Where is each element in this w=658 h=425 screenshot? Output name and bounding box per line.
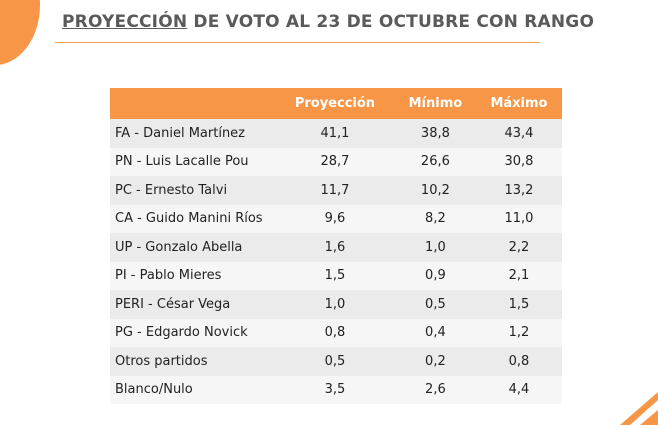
cell: 11,7 [275, 176, 395, 205]
row-label: Otros partidos [110, 347, 275, 376]
row-label: PC - Ernesto Talvi [110, 176, 275, 205]
cell: 0,5 [275, 347, 395, 376]
cell: 4,4 [475, 375, 562, 404]
header-cell: Máximo [475, 88, 562, 119]
cell: 38,8 [394, 119, 476, 148]
row-label: UP - Gonzalo Abella [110, 233, 275, 262]
title: PROYECCIÓN DE VOTO AL 23 DE OCTUBRE CON … [62, 12, 594, 32]
row-label: Blanco/Nulo [110, 375, 275, 404]
row-label: FA - Daniel Martínez [110, 119, 275, 148]
table-row: PERI - César Vega 1,0 0,5 1,5 [110, 290, 562, 319]
decor-circle [0, 0, 40, 65]
cell: 9,6 [275, 204, 395, 233]
cell: 28,7 [275, 147, 395, 176]
cell: 1,5 [475, 290, 562, 319]
title-rest: DE VOTO AL 23 DE OCTUBRE CON RANGO [193, 12, 595, 32]
header-cell: Mínimo [394, 88, 476, 119]
cell: 2,2 [475, 233, 562, 262]
cell: 1,5 [275, 261, 395, 290]
title-rule [55, 42, 540, 43]
cell: 0,9 [394, 261, 476, 290]
table-body: FA - Daniel Martínez 41,1 38,8 43,4 PN - Lui… [110, 119, 562, 404]
row-label: PN - Luis Lacalle Pou [110, 147, 275, 176]
cell: 0,2 [394, 347, 476, 376]
cell: 11,0 [475, 204, 562, 233]
header-cell: Proyección [275, 88, 395, 119]
table-row: CA - Guido Manini Ríos 9,6 8,2 11,0 [110, 204, 562, 233]
cell: 13,2 [475, 176, 562, 205]
results-table: Proyección Mínimo Máximo FA - Daniel Martí… [110, 88, 562, 404]
row-label: PERI - César Vega [110, 290, 275, 319]
cell: 1,2 [475, 318, 562, 347]
cell: 0,4 [394, 318, 476, 347]
table-row: UP - Gonzalo Abella 1,6 1,0 2,2 [110, 233, 562, 262]
row-label: PI - Pablo Mieres [110, 261, 275, 290]
title-highlight: PROYECCIÓN [62, 12, 188, 32]
cell: 0,8 [275, 318, 395, 347]
table-row: FA - Daniel Martínez 41,1 38,8 43,4 [110, 119, 562, 148]
row-label: PG - Edgardo Novick [110, 318, 275, 347]
cell: 41,1 [275, 119, 395, 148]
header-row: Proyección Mínimo Máximo [110, 88, 562, 119]
corner-stripe [620, 392, 658, 425]
row-label: CA - Guido Manini Ríos [110, 204, 275, 233]
cell: 0,8 [475, 347, 562, 376]
cell: 1,0 [275, 290, 395, 319]
cell: 2,1 [475, 261, 562, 290]
corner-stripe [640, 410, 658, 425]
cell: 26,6 [394, 147, 476, 176]
cell: 43,4 [475, 119, 562, 148]
table-row: PC - Ernesto Talvi 11,7 10,2 13,2 [110, 176, 562, 205]
table-row: PI - Pablo Mieres 1,5 0,9 2,1 [110, 261, 562, 290]
cell: 1,6 [275, 233, 395, 262]
cell: 3,5 [275, 375, 395, 404]
table-row: Otros partidos 0,5 0,2 0,8 [110, 347, 562, 376]
table-row: Blanco/Nulo 3,5 2,6 4,4 [110, 375, 562, 404]
table-row: PG - Edgardo Novick 0,8 0,4 1,2 [110, 318, 562, 347]
cell: 8,2 [394, 204, 476, 233]
cell: 0,5 [394, 290, 476, 319]
cell: 30,8 [475, 147, 562, 176]
cell: 1,0 [394, 233, 476, 262]
table-row: PN - Luis Lacalle Pou 28,7 26,6 30,8 [110, 147, 562, 176]
cell: 2,6 [394, 375, 476, 404]
header-cell [110, 88, 275, 119]
cell: 10,2 [394, 176, 476, 205]
